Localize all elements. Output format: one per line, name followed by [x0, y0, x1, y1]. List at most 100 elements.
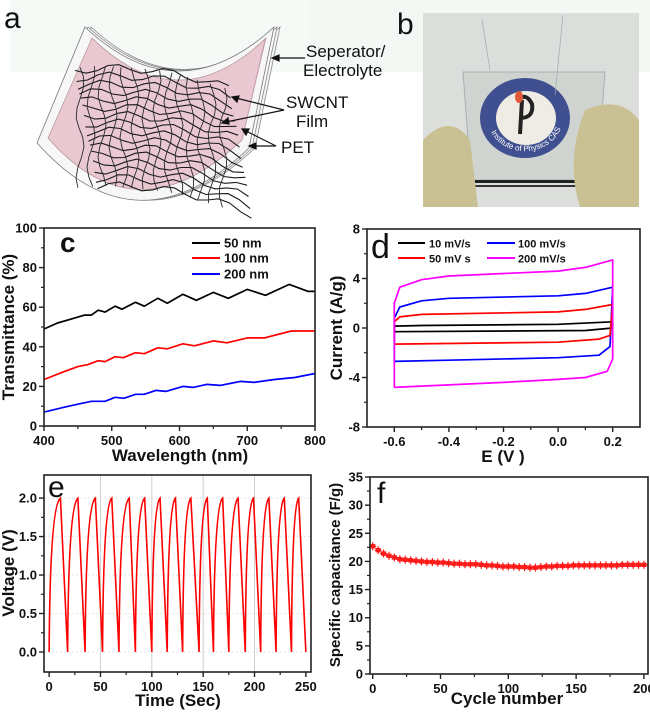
y-tick-label: 0.5	[19, 606, 37, 621]
legend-item: 50 nm	[192, 236, 262, 251]
nanotube-strand	[141, 68, 151, 190]
arrow-swcnt-2	[225, 109, 285, 123]
y-tick-label: 20	[349, 554, 363, 569]
glove-right-icon	[573, 104, 639, 207]
legend-label: 50 nm	[224, 236, 262, 251]
callout-arrows	[220, 54, 305, 150]
y-tick-label: 0	[353, 321, 360, 336]
nanotube-strand	[196, 79, 206, 201]
nanotube-strand	[85, 118, 240, 148]
panel-letter-f: f	[377, 477, 386, 510]
nanotube-strand	[119, 67, 129, 188]
x-tick-label: 600	[169, 433, 191, 448]
device-photo: Institute of Physics CAS	[423, 13, 639, 207]
chart-e: 0 50 100 150 200 250 0.0 0.5 1.0 1.5 2.0 Time (Sec)…	[0, 471, 317, 710]
nanotube-strand	[76, 71, 231, 99]
x-tick-label: -0.2	[492, 434, 514, 449]
label-swcnt: SWCNT	[286, 93, 348, 112]
legend-label: 100 nm	[224, 251, 269, 266]
y-tick-label: -4	[348, 370, 360, 385]
device-edge-line	[470, 185, 598, 187]
y-tick-label: 0	[30, 419, 37, 434]
y-tick-label: 20	[23, 379, 37, 394]
x-tick-label: 150	[192, 679, 214, 694]
x-tick-label: 200	[244, 679, 266, 694]
label-separator: Seperator/	[306, 42, 386, 61]
legend-label: 200 nm	[224, 267, 269, 282]
y-tick-label: 40	[23, 339, 37, 354]
nanotube-strand	[185, 77, 195, 198]
x-axis-title: Cycle number	[451, 689, 564, 708]
y-axis-title: Current (A/g)	[327, 276, 346, 381]
y-tick-label: 25	[349, 526, 363, 541]
y-axis-title: Transmittance (%)	[0, 254, 18, 400]
data-point	[385, 551, 393, 560]
glove-left-icon	[423, 126, 478, 207]
x-axis-title: Time (Sec)	[135, 691, 221, 710]
wire	[481, 19, 491, 71]
nanotube-strand	[74, 64, 230, 87]
nanotube-strand	[86, 126, 242, 160]
x-tick-label: 400	[33, 433, 55, 448]
x-tick-label: 0	[46, 679, 53, 694]
y-tick-label: 35	[349, 470, 363, 485]
x-tick-label: 50	[93, 679, 107, 694]
x-tick-label: 0.0	[549, 434, 567, 449]
legend-label: 10 mV/s	[429, 239, 471, 251]
device-edge-line	[470, 180, 598, 183]
panel-letter-b: b	[397, 8, 414, 41]
nanotube-strand	[75, 67, 85, 188]
nanotube-strand	[95, 174, 251, 210]
series-line-50-nm	[44, 283, 315, 330]
series-line-100-nm	[44, 330, 315, 381]
axes-frame	[369, 476, 649, 675]
arrow-swcnt-1	[235, 97, 285, 111]
swcnt-film-mesh	[74, 64, 252, 219]
arrow-pet-1	[245, 130, 277, 147]
y-tick-label: 0.0	[19, 644, 37, 659]
legend-item: 100 mV/s	[487, 239, 566, 251]
x-tick-label: -0.4	[438, 434, 461, 449]
panel-b: b Institute of Physics CAS	[397, 8, 639, 207]
x-tick-label: 100	[497, 681, 519, 696]
y-tick-label: 10	[349, 610, 363, 625]
y-axis-title: Specific capacitance (F/g)	[327, 483, 344, 667]
nanotube-strand	[80, 96, 236, 122]
arrowhead-icon	[230, 95, 240, 104]
legend-item: 200 nm	[192, 267, 269, 282]
nanotube-strand	[152, 70, 162, 191]
data-point	[390, 553, 398, 562]
chart-c: 400 500 600 700 800 0 20 40 60 80 100 Wavelength (n…	[0, 221, 326, 466]
x-axis-title: Wavelength (nm)	[112, 446, 248, 465]
y-tick-label: 8	[353, 222, 360, 237]
y-tick-label: 30	[349, 498, 363, 513]
x-tick-label: 150	[565, 681, 587, 696]
nanotube-strand	[163, 72, 173, 193]
series-line-50-mV-s	[393, 303, 614, 345]
chart-f: 0 50 100 150 200 0 5 10 15 20 25 30 35 Cycle number Sp…	[327, 470, 650, 709]
legend-label: 200 mV/s	[518, 254, 566, 266]
legend-label: 50 mV s	[429, 254, 471, 266]
x-tick-label: 800	[304, 433, 326, 448]
y-tick-label: 100	[15, 221, 37, 236]
panel-letter-c: c	[60, 227, 76, 258]
label-pet: PET	[281, 138, 314, 157]
series-line-200-nm	[44, 372, 315, 413]
axes-frame	[43, 227, 316, 427]
x-tick-label: 50	[433, 681, 447, 696]
y-tick-label: 15	[349, 582, 363, 597]
wire	[554, 14, 564, 96]
data-point	[380, 549, 388, 558]
nanotube-strand	[77, 79, 233, 110]
y-tick-label: 60	[23, 300, 37, 315]
legend-item: 200 mV/s	[487, 254, 566, 266]
y-tick-label: 1.0	[19, 568, 37, 583]
layer-edge	[241, 39, 266, 141]
series-line-100-mV-s	[393, 286, 614, 363]
x-axis-title: E (V )	[481, 447, 524, 466]
y-tick-label: 0	[356, 667, 363, 682]
y-tick-label: 80	[23, 260, 37, 275]
x-tick-label: -0.6	[383, 434, 405, 449]
